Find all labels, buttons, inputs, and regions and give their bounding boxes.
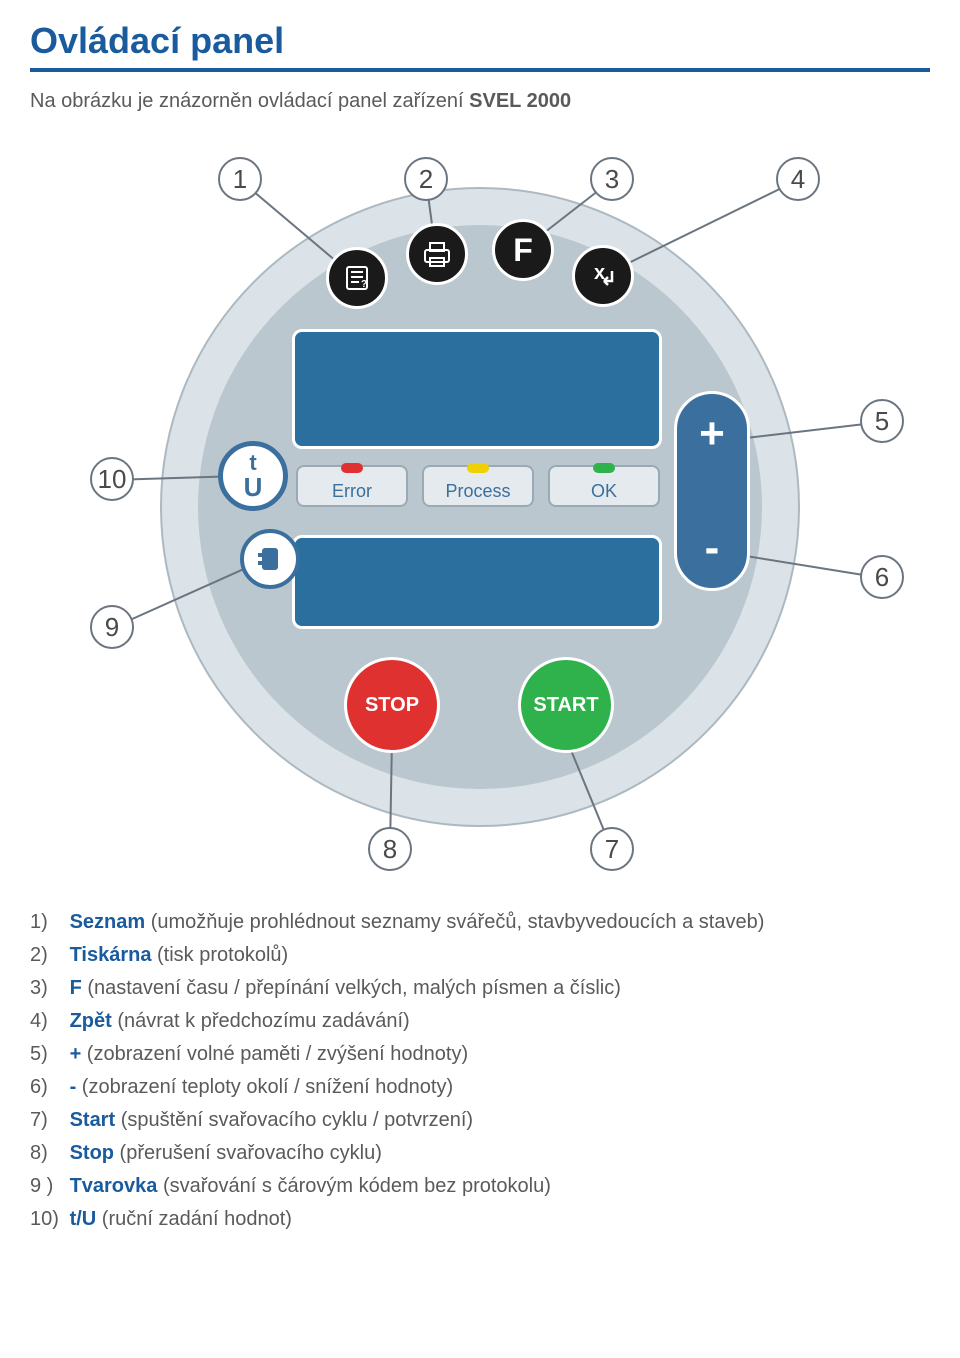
top-button-2[interactable] bbox=[406, 223, 468, 285]
top-button-3[interactable]: F bbox=[492, 219, 554, 281]
top-button-4[interactable]: x bbox=[572, 245, 634, 307]
legend-row: 2) Tiskárna (tisk protokolů) bbox=[30, 940, 930, 971]
legend-row: 9 ) Tvarovka (svařování s čárovým kódem … bbox=[30, 1171, 930, 1202]
intro-device: SVEL 2000 bbox=[469, 90, 571, 112]
callout-2: 2 bbox=[404, 157, 448, 201]
legend-row: 6) - (zobrazení teploty okolí / snížení … bbox=[30, 1072, 930, 1103]
callout-3: 3 bbox=[590, 157, 634, 201]
legend-list: 1) Seznam (umožňuje prohlédnout seznamy … bbox=[30, 907, 930, 1235]
callout-10: 10 bbox=[90, 457, 134, 501]
status-process: Process bbox=[422, 465, 534, 507]
minus-icon[interactable]: - bbox=[705, 526, 720, 570]
callout-9: 9 bbox=[90, 605, 134, 649]
callout-4: 4 bbox=[776, 157, 820, 201]
title-rule bbox=[30, 68, 930, 72]
callout-1: 1 bbox=[218, 157, 262, 201]
top-button-1[interactable]: ? bbox=[326, 247, 388, 309]
legend-row: 7) Start (spuštění svařovacího cyklu / p… bbox=[30, 1105, 930, 1136]
legend-row: 1) Seznam (umožňuje prohlédnout seznamy … bbox=[30, 907, 930, 938]
page-title: Ovládací panel bbox=[30, 20, 930, 62]
svg-text:x: x bbox=[594, 262, 605, 284]
status-row: Error Process OK bbox=[296, 465, 660, 507]
callout-8: 8 bbox=[368, 827, 412, 871]
status-error: Error bbox=[296, 465, 408, 507]
lcd-screen-1 bbox=[292, 329, 662, 449]
callout-6: 6 bbox=[860, 555, 904, 599]
legend-row: 5) + (zobrazení volné paměti / zvýšení h… bbox=[30, 1039, 930, 1070]
intro-prefix: Na obrázku je znázorněn ovládací panel z… bbox=[30, 90, 469, 112]
status-ok: OK bbox=[548, 465, 660, 507]
lcd-screen-2 bbox=[292, 535, 662, 629]
legend-row: 3) F (nastavení času / přepínání velkých… bbox=[30, 973, 930, 1004]
legend-row: 10) t/U (ruční zadání hodnot) bbox=[30, 1204, 930, 1235]
shape-button[interactable] bbox=[240, 529, 300, 589]
intro-text: Na obrázku je znázorněn ovládací panel z… bbox=[30, 90, 930, 113]
legend-row: 8) Stop (přerušení svařovacího cyklu) bbox=[30, 1138, 930, 1169]
stop-button[interactable]: STOP bbox=[344, 657, 440, 753]
callout-5: 5 bbox=[860, 399, 904, 443]
plus-icon[interactable]: + bbox=[699, 412, 725, 456]
callout-7: 7 bbox=[590, 827, 634, 871]
legend-row: 4) Zpět (návrat k předchozímu zadávání) bbox=[30, 1006, 930, 1037]
start-button[interactable]: START bbox=[518, 657, 614, 753]
plus-minus-rocker[interactable]: +- bbox=[674, 391, 750, 591]
control-panel-diagram: ?FxtUErrorProcessOK+-STOPSTART1234567891… bbox=[30, 137, 930, 877]
tU-button[interactable]: tU bbox=[218, 441, 288, 511]
svg-text:?: ? bbox=[361, 279, 367, 290]
